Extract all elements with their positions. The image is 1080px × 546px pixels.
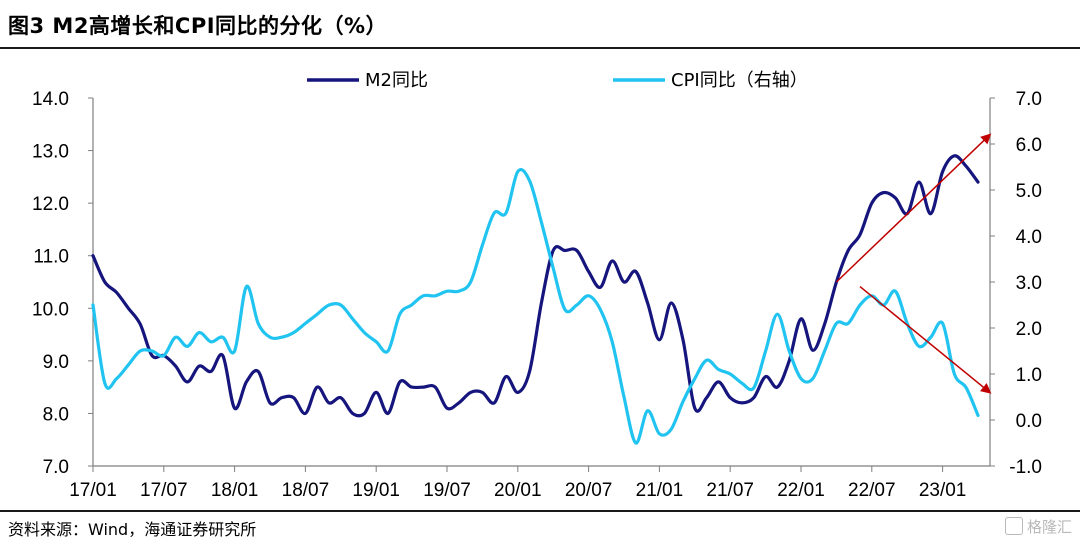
- right-axis-tick-label: 6.0: [1016, 135, 1042, 156]
- x-axis-tick-label: 21/01: [636, 480, 684, 501]
- source-note: 资料来源：Wind，海通证券研究所: [8, 520, 257, 539]
- x-axis-tick-label: 20/07: [565, 480, 613, 501]
- legend-label: M2同比: [365, 70, 428, 91]
- x-axis-tick-label: 17/01: [69, 480, 117, 501]
- series-lines: [91, 154, 980, 445]
- trend-arrow-up: [835, 133, 992, 283]
- x-axis-tick-label: 17/07: [140, 480, 188, 501]
- right-axis-tick-label: 0.0: [1016, 411, 1042, 432]
- left-axis-tick-label: 11.0: [33, 247, 69, 268]
- x-axis-tick-label: 21/07: [706, 480, 754, 501]
- series-line-cpi: [91, 168, 980, 445]
- right-axis-tick-label: 5.0: [1016, 181, 1042, 202]
- right-axis-tick-label: -1.0: [1009, 457, 1042, 478]
- left-axis-tick-label: 9.0: [43, 352, 69, 373]
- chart: 14.0 13.0 12.0 11.0 10.0 9.0 8.0 7.0 7.0 6.0 5.0 4.…: [32, 70, 1042, 501]
- series-line-m2: [91, 154, 980, 418]
- axes: 14.0 13.0 12.0 11.0 10.0 9.0 8.0 7.0 7.0 6.0 5.0 4.…: [32, 89, 1042, 501]
- trend-arrow-down: [859, 286, 992, 394]
- left-axis-tick-label: 13.0: [32, 142, 69, 163]
- figure-title: 图3 M2高增长和CPI同比的分化（%）: [8, 14, 388, 38]
- watermark: 格隆汇: [1004, 516, 1072, 537]
- right-axis-tick-label: 3.0: [1016, 273, 1042, 294]
- title-divider: [0, 47, 1080, 49]
- watermark-logo-icon: [1004, 517, 1023, 535]
- left-axis-tick-label: 8.0: [43, 404, 69, 425]
- x-axis-tick-label: 22/07: [848, 480, 896, 501]
- left-axis-tick-label: 12.0: [32, 194, 69, 215]
- x-axis-tick-label: 18/01: [211, 480, 259, 501]
- source-divider: [0, 510, 1080, 512]
- legend-label: CPI同比（右轴）: [671, 70, 808, 91]
- left-axis-tick-label: 14.0: [32, 89, 69, 110]
- left-axis-tick-label: 7.0: [43, 457, 69, 478]
- watermark-text: 格隆汇: [1026, 518, 1072, 536]
- right-axis-tick-label: 7.0: [1016, 89, 1042, 110]
- annotations: [835, 133, 992, 394]
- x-axis-tick-label: 18/07: [282, 480, 330, 501]
- x-axis-tick-label: 19/07: [423, 480, 471, 501]
- x-axis-tick-label: 22/01: [777, 480, 825, 501]
- right-axis-tick-label: 1.0: [1016, 365, 1042, 386]
- x-axis-tick-label: 23/01: [919, 480, 967, 501]
- legend: M2同比 CPI同比（右轴）: [307, 70, 808, 91]
- right-axis-tick-label: 2.0: [1016, 319, 1042, 340]
- left-axis-tick-label: 10.0: [32, 299, 69, 320]
- x-axis-tick-label: 19/01: [352, 480, 400, 501]
- x-axis-tick-label: 20/01: [494, 480, 542, 501]
- right-axis-tick-label: 4.0: [1016, 227, 1042, 248]
